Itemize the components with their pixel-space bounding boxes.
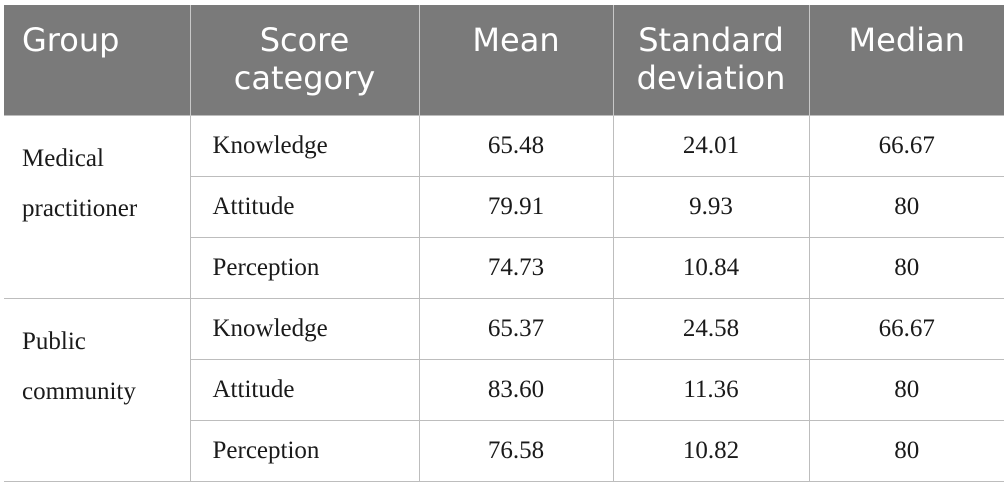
category-cell: Attitude (189, 358, 420, 421)
category-cell: Perception (189, 236, 420, 299)
median-cell: 66.67 (808, 114, 1004, 177)
group-name-line1: Medical (22, 144, 104, 172)
score-statistics-table: Group Score category Mean Standard devia… (4, 5, 1004, 482)
table-row: Attitude 79.91 9.93 80 (4, 175, 1004, 238)
header-row: Group Score category Mean Standard devia… (4, 5, 1004, 115)
sd-cell: 24.01 (612, 114, 810, 177)
header-sd-line2: deviation (636, 59, 786, 97)
group-cell: Public community (4, 297, 191, 482)
group-name-line2: community (22, 377, 136, 405)
median-cell: 80 (808, 236, 1004, 299)
header-group: Group (4, 5, 190, 115)
mean-cell: 83.60 (418, 358, 614, 421)
table-row: Perception 76.58 10.82 80 (4, 419, 1004, 482)
table-row: Perception 74.73 10.84 80 (4, 236, 1004, 299)
table-row: Medical practitioner Knowledge 65.48 24.… (4, 114, 1004, 299)
mean-cell: 65.37 (418, 297, 614, 360)
group-cell: Medical practitioner (4, 114, 191, 299)
sd-cell: 10.84 (612, 236, 810, 299)
header-sd-line1: Standard (638, 21, 784, 59)
header-median: Median (808, 5, 1004, 115)
category-cell: Perception (189, 419, 420, 482)
group-name-line1: Public (22, 327, 86, 355)
category-cell: Knowledge (189, 114, 420, 177)
table-row: Public community Knowledge 65.37 24.58 6… (4, 297, 1004, 482)
median-cell: 80 (808, 175, 1004, 238)
table-header: Group Score category Mean Standard devia… (4, 5, 1004, 115)
header-score-category-line1: Score (259, 21, 350, 59)
mean-cell: 65.48 (418, 114, 614, 177)
median-cell: 66.67 (808, 297, 1004, 360)
mean-cell: 74.73 (418, 236, 614, 299)
category-cell: Attitude (189, 175, 420, 238)
header-group-label: Group (22, 21, 120, 59)
sd-cell: 11.36 (612, 358, 810, 421)
mean-cell: 79.91 (418, 175, 614, 238)
header-mean: Mean (418, 5, 613, 115)
mean-cell: 76.58 (418, 419, 614, 482)
table-row: Attitude 83.60 11.36 80 (4, 358, 1004, 421)
sd-cell: 10.82 (612, 419, 810, 482)
median-cell: 80 (808, 358, 1004, 421)
sd-cell: 9.93 (612, 175, 810, 238)
header-mean-label: Mean (472, 21, 560, 59)
sd-cell: 24.58 (612, 297, 810, 360)
table-body: Medical practitioner Knowledge 65.48 24.… (4, 114, 1004, 482)
header-score-category-line2: category (233, 59, 376, 97)
header-standard-deviation: Standard deviation (612, 5, 809, 115)
median-cell: 80 (808, 419, 1004, 482)
header-score-category: Score category (189, 5, 419, 115)
category-cell: Knowledge (189, 297, 420, 360)
group-name-line2: practitioner (22, 194, 138, 222)
header-median-label: Median (848, 21, 965, 59)
